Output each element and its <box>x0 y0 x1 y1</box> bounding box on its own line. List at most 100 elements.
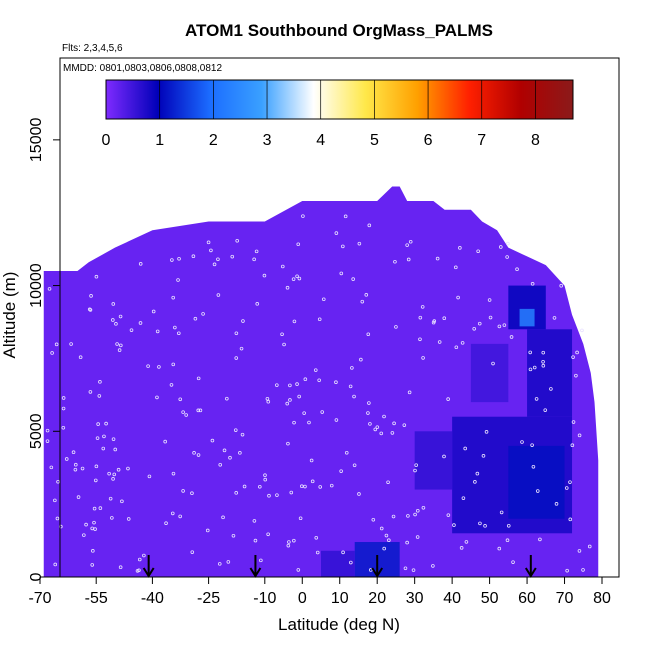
x-axis-label: Latitude (deg N) <box>278 615 400 634</box>
field-cell <box>527 329 573 417</box>
sample-point <box>252 257 256 262</box>
sample-point <box>151 309 156 314</box>
colorbar-ticks: 0 1 2 3 4 5 6 7 8 <box>102 80 540 149</box>
sample-point <box>171 295 176 300</box>
sample-point <box>80 466 85 471</box>
sample-point <box>303 377 308 381</box>
sample-point <box>129 328 134 332</box>
sample-point <box>73 467 78 472</box>
sample-point <box>301 214 305 218</box>
sample-point <box>291 277 296 281</box>
sample-point <box>119 343 123 348</box>
colorbar-tick-label: 3 <box>263 132 272 149</box>
sample-point <box>282 342 286 347</box>
field-cell <box>414 431 453 490</box>
sample-point <box>475 471 480 476</box>
sample-point <box>478 521 482 526</box>
sample-point <box>287 540 291 544</box>
sample-point <box>497 546 502 551</box>
sample-point <box>155 395 159 400</box>
sample-point <box>54 342 59 347</box>
sample-point <box>234 356 239 360</box>
sample-point <box>178 397 183 402</box>
sample-point <box>267 493 271 498</box>
sample-point <box>341 244 345 249</box>
sample-point <box>171 362 176 367</box>
sample-point <box>231 533 236 538</box>
sample-point <box>391 514 396 519</box>
sample-point <box>69 342 73 346</box>
sample-point <box>92 506 97 511</box>
sample-point <box>368 568 373 572</box>
sample-point <box>285 401 290 406</box>
sample-point <box>532 365 537 370</box>
sample-point <box>92 520 96 525</box>
sample-point <box>300 484 304 489</box>
sample-point <box>411 568 416 572</box>
colorbar-tick-label: 1 <box>155 132 164 149</box>
sample-point <box>196 376 201 381</box>
sample-point <box>442 454 446 459</box>
sample-point <box>234 491 239 495</box>
sample-point <box>91 549 95 553</box>
sample-point <box>446 513 451 517</box>
sample-point <box>520 440 524 444</box>
sample-point <box>418 315 423 320</box>
sample-point <box>368 422 372 426</box>
sample-point <box>266 532 270 537</box>
sample-point <box>577 549 582 553</box>
sample-point <box>321 297 326 302</box>
sample-point <box>505 255 509 259</box>
field-layer <box>43 186 599 577</box>
sample-point <box>421 505 426 510</box>
sample-point <box>295 382 299 386</box>
sample-point <box>375 425 380 429</box>
sample-point <box>403 566 408 571</box>
sample-point <box>163 439 167 444</box>
sample-point <box>317 317 322 322</box>
sample-point <box>59 524 63 529</box>
dates-label: MMDD: 0801,0803,0806,0808,0812 <box>63 63 222 74</box>
sample-point <box>280 264 285 269</box>
sample-point <box>379 526 384 531</box>
sample-point <box>473 480 477 484</box>
sample-point <box>515 267 519 272</box>
sample-point <box>155 329 160 334</box>
sample-point <box>421 356 425 360</box>
y-tick-label: 15000 <box>28 118 45 163</box>
sample-point <box>570 443 575 448</box>
sample-point <box>528 350 532 355</box>
sample-point <box>111 302 116 306</box>
sample-point <box>170 511 175 516</box>
sample-point <box>568 480 572 484</box>
sample-point <box>114 322 118 326</box>
sample-point <box>390 431 395 435</box>
sample-point <box>310 479 315 484</box>
sample-point <box>371 517 376 522</box>
sample-point <box>366 332 371 337</box>
sample-point <box>289 490 294 495</box>
sample-point <box>499 245 503 249</box>
sample-point <box>117 348 122 352</box>
sample-point <box>218 462 223 467</box>
sample-point <box>263 473 267 478</box>
x-tick-label: 20 <box>368 590 386 607</box>
sample-point <box>90 526 94 531</box>
sample-point <box>193 316 198 321</box>
sample-point <box>147 474 152 479</box>
sample-point <box>528 367 533 372</box>
sample-point <box>49 465 54 470</box>
field-cell <box>519 308 535 327</box>
sample-point <box>45 439 50 443</box>
sample-point <box>111 318 115 322</box>
sample-point <box>176 331 181 336</box>
colorbar: 0 1 2 3 4 5 6 7 8 <box>102 79 574 149</box>
sample-point <box>348 384 353 389</box>
sample-point <box>393 259 397 264</box>
arrow-head <box>249 567 262 578</box>
sample-point <box>541 350 546 355</box>
sample-point <box>111 437 116 441</box>
chart-title: ATOM1 Southbound OrgMass_PALMS <box>185 21 493 40</box>
sample-point <box>302 411 306 415</box>
